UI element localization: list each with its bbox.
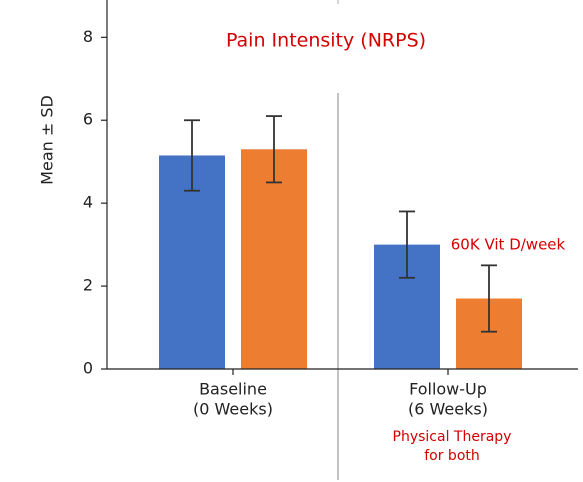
y-axis-label: Mean ± SD — [38, 95, 57, 185]
y-tick-label: 2 — [83, 276, 93, 295]
annotation: Physical Therapy — [393, 429, 512, 445]
chart-title: Pain Intensity (NRPS) — [226, 30, 426, 52]
bar — [241, 149, 307, 369]
y-tick-label: 6 — [83, 110, 93, 129]
x-tick-label: (0 Weeks) — [193, 400, 273, 419]
x-tick-label: Baseline — [199, 380, 267, 399]
x-tick-label: (6 Weeks) — [408, 400, 488, 419]
annotation: 60K Vit D/week — [451, 236, 566, 254]
y-tick-label: 0 — [83, 359, 93, 378]
x-tick-label: Follow-Up — [409, 380, 487, 399]
y-tick-label: 8 — [83, 27, 93, 46]
y-tick-label: 4 — [83, 193, 93, 212]
annotation: for both — [424, 448, 480, 464]
